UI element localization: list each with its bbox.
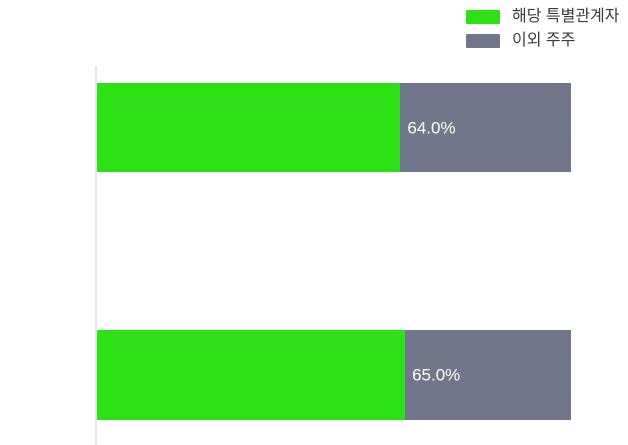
legend-label-0: 해당 특별관계자 xyxy=(512,7,620,25)
bar-track: 65.0% xyxy=(97,330,571,420)
bar-segment-other-shareholders[interactable]: 64.0% xyxy=(400,83,571,172)
bar-segment-other-shareholders[interactable]: 65.0% xyxy=(405,330,571,420)
legend-label-1: 이외 주주 xyxy=(512,31,576,49)
legend-item-1[interactable]: 이외 주주 xyxy=(466,31,624,49)
bar-value-label-0: 64.0% xyxy=(407,118,456,137)
chart-legend: 해당 특별관계자 이외 주주 xyxy=(466,7,624,49)
legend-item-0[interactable]: 해당 특별관계자 xyxy=(466,7,624,25)
legend-swatch-green-icon xyxy=(466,9,500,24)
legend-swatch-gray-icon xyxy=(466,33,500,48)
y-axis-line xyxy=(95,66,97,445)
bar-row-this-report: 이번 보고서 64.0% xyxy=(97,83,571,172)
bar-segment-special-related[interactable] xyxy=(97,330,406,420)
bar-segment-special-related[interactable] xyxy=(97,83,401,172)
bar-track: 64.0% xyxy=(97,83,571,172)
bar-value-label-1: 65.0% xyxy=(412,365,461,385)
bar-row-previous-report: 직전 보고서 65.0% xyxy=(97,330,571,420)
